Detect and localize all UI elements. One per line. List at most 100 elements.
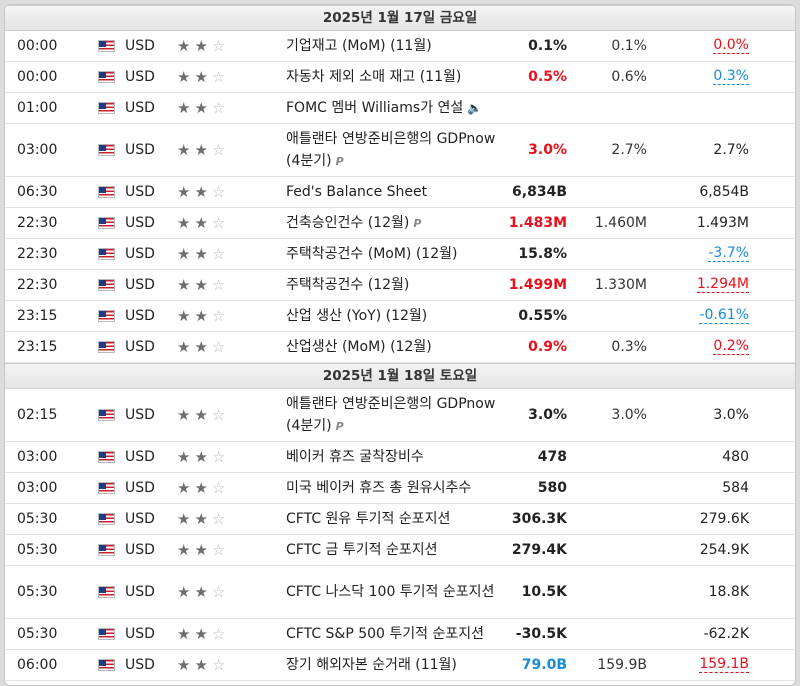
actual-value: 79.0B (521, 657, 567, 673)
flag-canton (99, 342, 106, 348)
event-name[interactable]: CFTC 금 투기적 순포지션 (286, 542, 438, 558)
star-empty-icon: ☆ (211, 540, 226, 559)
event-name[interactable]: Fed's Balance Sheet (286, 184, 428, 200)
star-filled-icon: ★ (177, 306, 191, 325)
star-filled-icon: ★ (177, 447, 191, 466)
event-name[interactable]: 건축승인건수 (12월) P (286, 214, 422, 231)
event-row[interactable]: 22:30 USD ★ ★ ☆ 건축승인건수 (12월) P 1.483M 1.460M 1.49… (5, 208, 795, 239)
star-empty-icon: ☆ (211, 98, 226, 117)
currency: USD (125, 184, 155, 200)
us-flag-icon (98, 102, 115, 114)
currency: USD (125, 339, 155, 355)
flag-cell (98, 31, 116, 61)
event-row[interactable]: 06:30 USD ★ ★ ☆ Fed's Balance Sheet 6,834B 6,85… (5, 177, 795, 208)
event-name[interactable]: CFTC 나스닥 100 투기적 순포지션 (286, 584, 495, 600)
event-name-cell[interactable]: 기업재고 (MoM) (11월) (286, 31, 506, 61)
event-name[interactable]: 애틀랜타 연방준비은행의 GDPnow (4분기) P (286, 130, 496, 169)
event-row[interactable]: 03:00 USD ★ ★ ☆ 미국 베이커 휴즈 총 원유시추수 580 584 (5, 473, 795, 504)
event-row[interactable]: 23:15 USD ★ ★ ☆ 산업 생산 (YoY) (12월) 0.55% -0.61% (5, 301, 795, 332)
event-name[interactable]: CFTC S&P 500 투기적 순포지션 (286, 626, 485, 642)
event-name-cell[interactable]: 건축승인건수 (12월) P (286, 208, 506, 238)
event-name-cell[interactable]: 애틀랜타 연방준비은행의 GDPnow (4분기) P (286, 389, 506, 441)
event-name[interactable]: 주택착공건수 (MoM) (12월) (286, 246, 458, 262)
event-name[interactable]: 자동차 제외 소매 재고 (11월) (286, 69, 462, 85)
event-row[interactable]: 05:30 USD ★ ★ ☆ CFTC 원유 투기적 순포지션 306.3K 279.6K (5, 504, 795, 535)
event-time: 03:00 (17, 480, 58, 496)
event-name-cell[interactable]: 장기 해외자본 순거래 (11월) (286, 650, 506, 680)
event-time: 05:30 (17, 584, 58, 600)
event-name[interactable]: 주택착공건수 (12월) (286, 277, 410, 293)
event-time: 23:15 (17, 339, 58, 355)
event-name[interactable]: 산업 생산 (YoY) (12월) (286, 308, 428, 324)
event-row[interactable]: 06:00 USD ★ ★ ☆ 장기 해외자본 순거래 (11월) 79.0B 159.9B 1… (5, 650, 795, 681)
event-time: 22:30 (17, 246, 58, 262)
actual-value: 0.55% (518, 308, 567, 324)
forecast-value: 3.0% (611, 407, 647, 423)
importance-stars: ★ ★ ☆ (177, 566, 247, 618)
event-name-cell[interactable]: 애틀랜타 연방준비은행의 GDPnow (4분기) P (286, 124, 506, 176)
event-name[interactable]: FOMC 멤버 Williams가 연설 🔈 (286, 100, 483, 116)
currency: USD (125, 511, 155, 527)
flag-cell (98, 473, 116, 503)
star-filled-icon: ★ (194, 582, 208, 601)
event-name-cell[interactable]: CFTC 금 투기적 순포지션 (286, 535, 506, 565)
event-name-cell[interactable]: 미국 베이커 휴즈 총 원유시추수 (286, 473, 506, 503)
event-name-cell[interactable]: CFTC 나스닥 100 투기적 순포지션 (286, 566, 506, 618)
event-row[interactable]: 00:00 USD ★ ★ ☆ 자동차 제외 소매 재고 (11월) 0.5% 0.6% 0.3… (5, 62, 795, 93)
event-name-cell[interactable]: 산업생산 (MoM) (12월) (286, 332, 506, 362)
event-name[interactable]: CFTC 원유 투기적 순포지션 (286, 511, 451, 527)
event-name[interactable]: 미국 베이커 휴즈 총 원유시추수 (286, 480, 472, 496)
actual-value (475, 93, 567, 123)
actual-value: 3.0% (528, 142, 567, 158)
previous-cell: 0.3% (655, 62, 749, 92)
currency: USD (125, 584, 155, 600)
event-row[interactable]: 05:30 USD ★ ★ ☆ CFTC 금 투기적 순포지션 279.4K 254.9K (5, 535, 795, 566)
flag-canton (99, 410, 106, 416)
star-empty-icon: ☆ (211, 405, 226, 424)
star-filled-icon: ★ (177, 275, 191, 294)
importance-stars: ★ ★ ☆ (177, 504, 247, 534)
forecast-value (573, 504, 647, 534)
event-row[interactable]: 23:15 USD ★ ★ ☆ 산업생산 (MoM) (12월) 0.9% 0.3% 0.2% (5, 332, 795, 363)
star-filled-icon: ★ (194, 624, 208, 643)
event-name[interactable]: 산업생산 (MoM) (12월) (286, 339, 432, 355)
forecast-value (573, 301, 647, 331)
event-row[interactable]: 00:00 USD ★ ★ ☆ 기업재고 (MoM) (11월) 0.1% 0.1% 0.0% (5, 31, 795, 62)
star-filled-icon: ★ (177, 98, 191, 117)
star-filled-icon: ★ (194, 36, 208, 55)
currency: USD (125, 480, 155, 496)
event-name-cell[interactable]: Fed's Balance Sheet (286, 177, 506, 207)
previous-cell: 2.7% (655, 124, 749, 176)
event-time: 02:15 (17, 407, 58, 423)
event-name-cell[interactable]: CFTC 원유 투기적 순포지션 (286, 504, 506, 534)
event-name-cell[interactable]: CFTC S&P 500 투기적 순포지션 (286, 619, 506, 649)
event-row[interactable]: 03:00 USD ★ ★ ☆ 베이커 휴즈 굴착장비수 478 480 (5, 442, 795, 473)
event-row[interactable]: 22:30 USD ★ ★ ☆ 주택착공건수 (MoM) (12월) 15.8% -3.7% (5, 239, 795, 270)
event-name-cell[interactable]: FOMC 멤버 Williams가 연설 🔈 (286, 93, 506, 123)
event-name-cell[interactable]: 베이커 휴즈 굴착장비수 (286, 442, 506, 472)
event-row[interactable]: 01:00 USD ★ ★ ☆ FOMC 멤버 Williams가 연설 🔈 (5, 93, 795, 124)
event-row[interactable]: 02:15 USD ★ ★ ☆ 애틀랜타 연방준비은행의 GDPnow (4분기) P 3.0… (5, 389, 795, 442)
forecast-value (573, 535, 647, 565)
event-row[interactable]: 05:30 USD ★ ★ ☆ CFTC S&P 500 투기적 순포지션 -30.5K -6… (5, 619, 795, 650)
event-name[interactable]: 기업재고 (MoM) (11월) (286, 38, 432, 54)
event-name-cell[interactable]: 주택착공건수 (12월) (286, 270, 506, 300)
event-time: 23:15 (17, 308, 58, 324)
currency: USD (125, 542, 155, 558)
event-name[interactable]: 애틀랜타 연방준비은행의 GDPnow (4분기) P (286, 395, 496, 434)
event-row[interactable]: 03:00 USD ★ ★ ☆ 애틀랜타 연방준비은행의 GDPnow (4분기) P 3.0… (5, 124, 795, 177)
event-name-cell[interactable]: 산업 생산 (YoY) (12월) (286, 301, 506, 331)
event-row[interactable]: 22:30 USD ★ ★ ☆ 주택착공건수 (12월) 1.499M 1.330M 1.294… (5, 270, 795, 301)
event-name-cell[interactable]: 자동차 제외 소매 재고 (11월) (286, 62, 506, 92)
event-name[interactable]: 장기 해외자본 순거래 (11월) (286, 657, 457, 673)
importance-stars: ★ ★ ☆ (177, 650, 247, 680)
event-row[interactable]: 05:30 USD ★ ★ ☆ CFTC 나스닥 100 투기적 순포지션 10.5K 18.… (5, 566, 795, 619)
flag-cell (98, 301, 116, 331)
flag-canton (99, 41, 106, 47)
previous-cell: 1.493M (655, 208, 749, 238)
star-filled-icon: ★ (194, 213, 208, 232)
previous-cell: -3.7% (655, 239, 749, 269)
event-name-cell[interactable]: 주택착공건수 (MoM) (12월) (286, 239, 506, 269)
currency: USD (125, 100, 155, 116)
event-name[interactable]: 베이커 휴즈 굴착장비수 (286, 449, 424, 465)
